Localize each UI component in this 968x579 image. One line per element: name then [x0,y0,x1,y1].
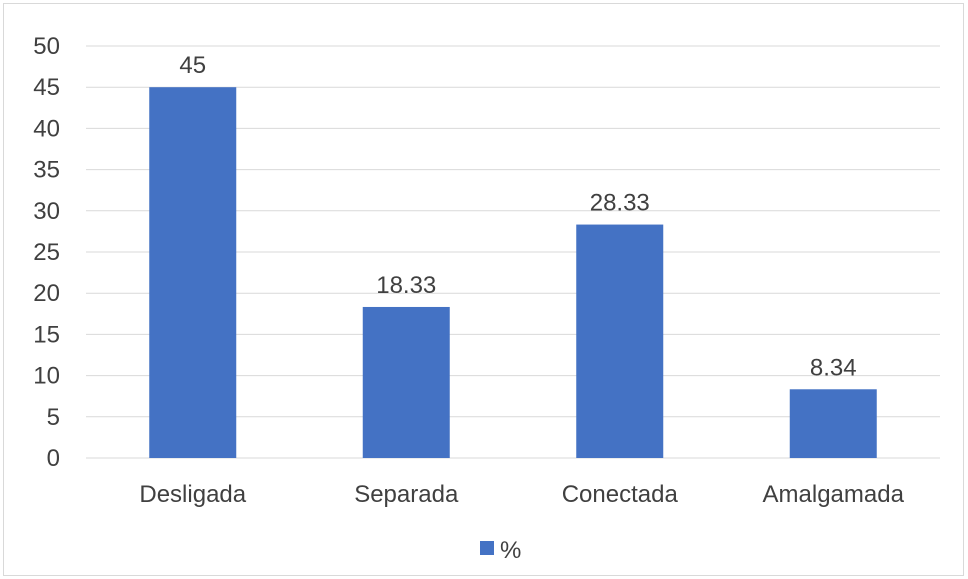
y-tick-label: 35 [33,157,60,184]
legend: % [480,537,521,564]
y-tick-label: 50 [33,33,60,60]
category-label-desligada: Desligada [139,481,246,508]
y-tick-label: 20 [33,280,60,307]
y-tick-label: 0 [47,445,60,472]
y-axis-ticks: 0 5 10 15 20 25 30 35 40 45 50 [33,33,60,472]
category-label-amalgamada: Amalgamada [763,481,905,508]
y-tick-label: 45 [33,74,60,101]
category-label-conectada: Conectada [562,481,679,508]
category-label-separada: Separada [354,481,459,508]
y-tick-label: 15 [33,321,60,348]
y-tick-label: 40 [33,115,60,142]
data-labels: 45 18.33 28.33 8.34 [179,52,856,381]
y-tick-label: 25 [33,239,60,266]
bars [149,87,877,458]
legend-swatch [480,541,494,555]
y-tick-label: 5 [47,404,60,431]
x-axis-categories: Desligada Separada Conectada Amalgamada [139,481,904,508]
data-label-conectada: 28.33 [590,190,650,217]
bar-separada [362,306,450,458]
y-tick-label: 10 [33,363,60,390]
data-label-amalgamada: 8.34 [810,354,857,381]
bar-conectada [576,224,664,458]
y-tick-label: 30 [33,198,60,225]
data-label-separada: 18.33 [376,272,436,299]
bar-desligada [149,87,237,458]
bar-amalgamada [789,389,877,458]
data-label-desligada: 45 [179,52,206,79]
legend-label-percent: % [500,537,521,564]
